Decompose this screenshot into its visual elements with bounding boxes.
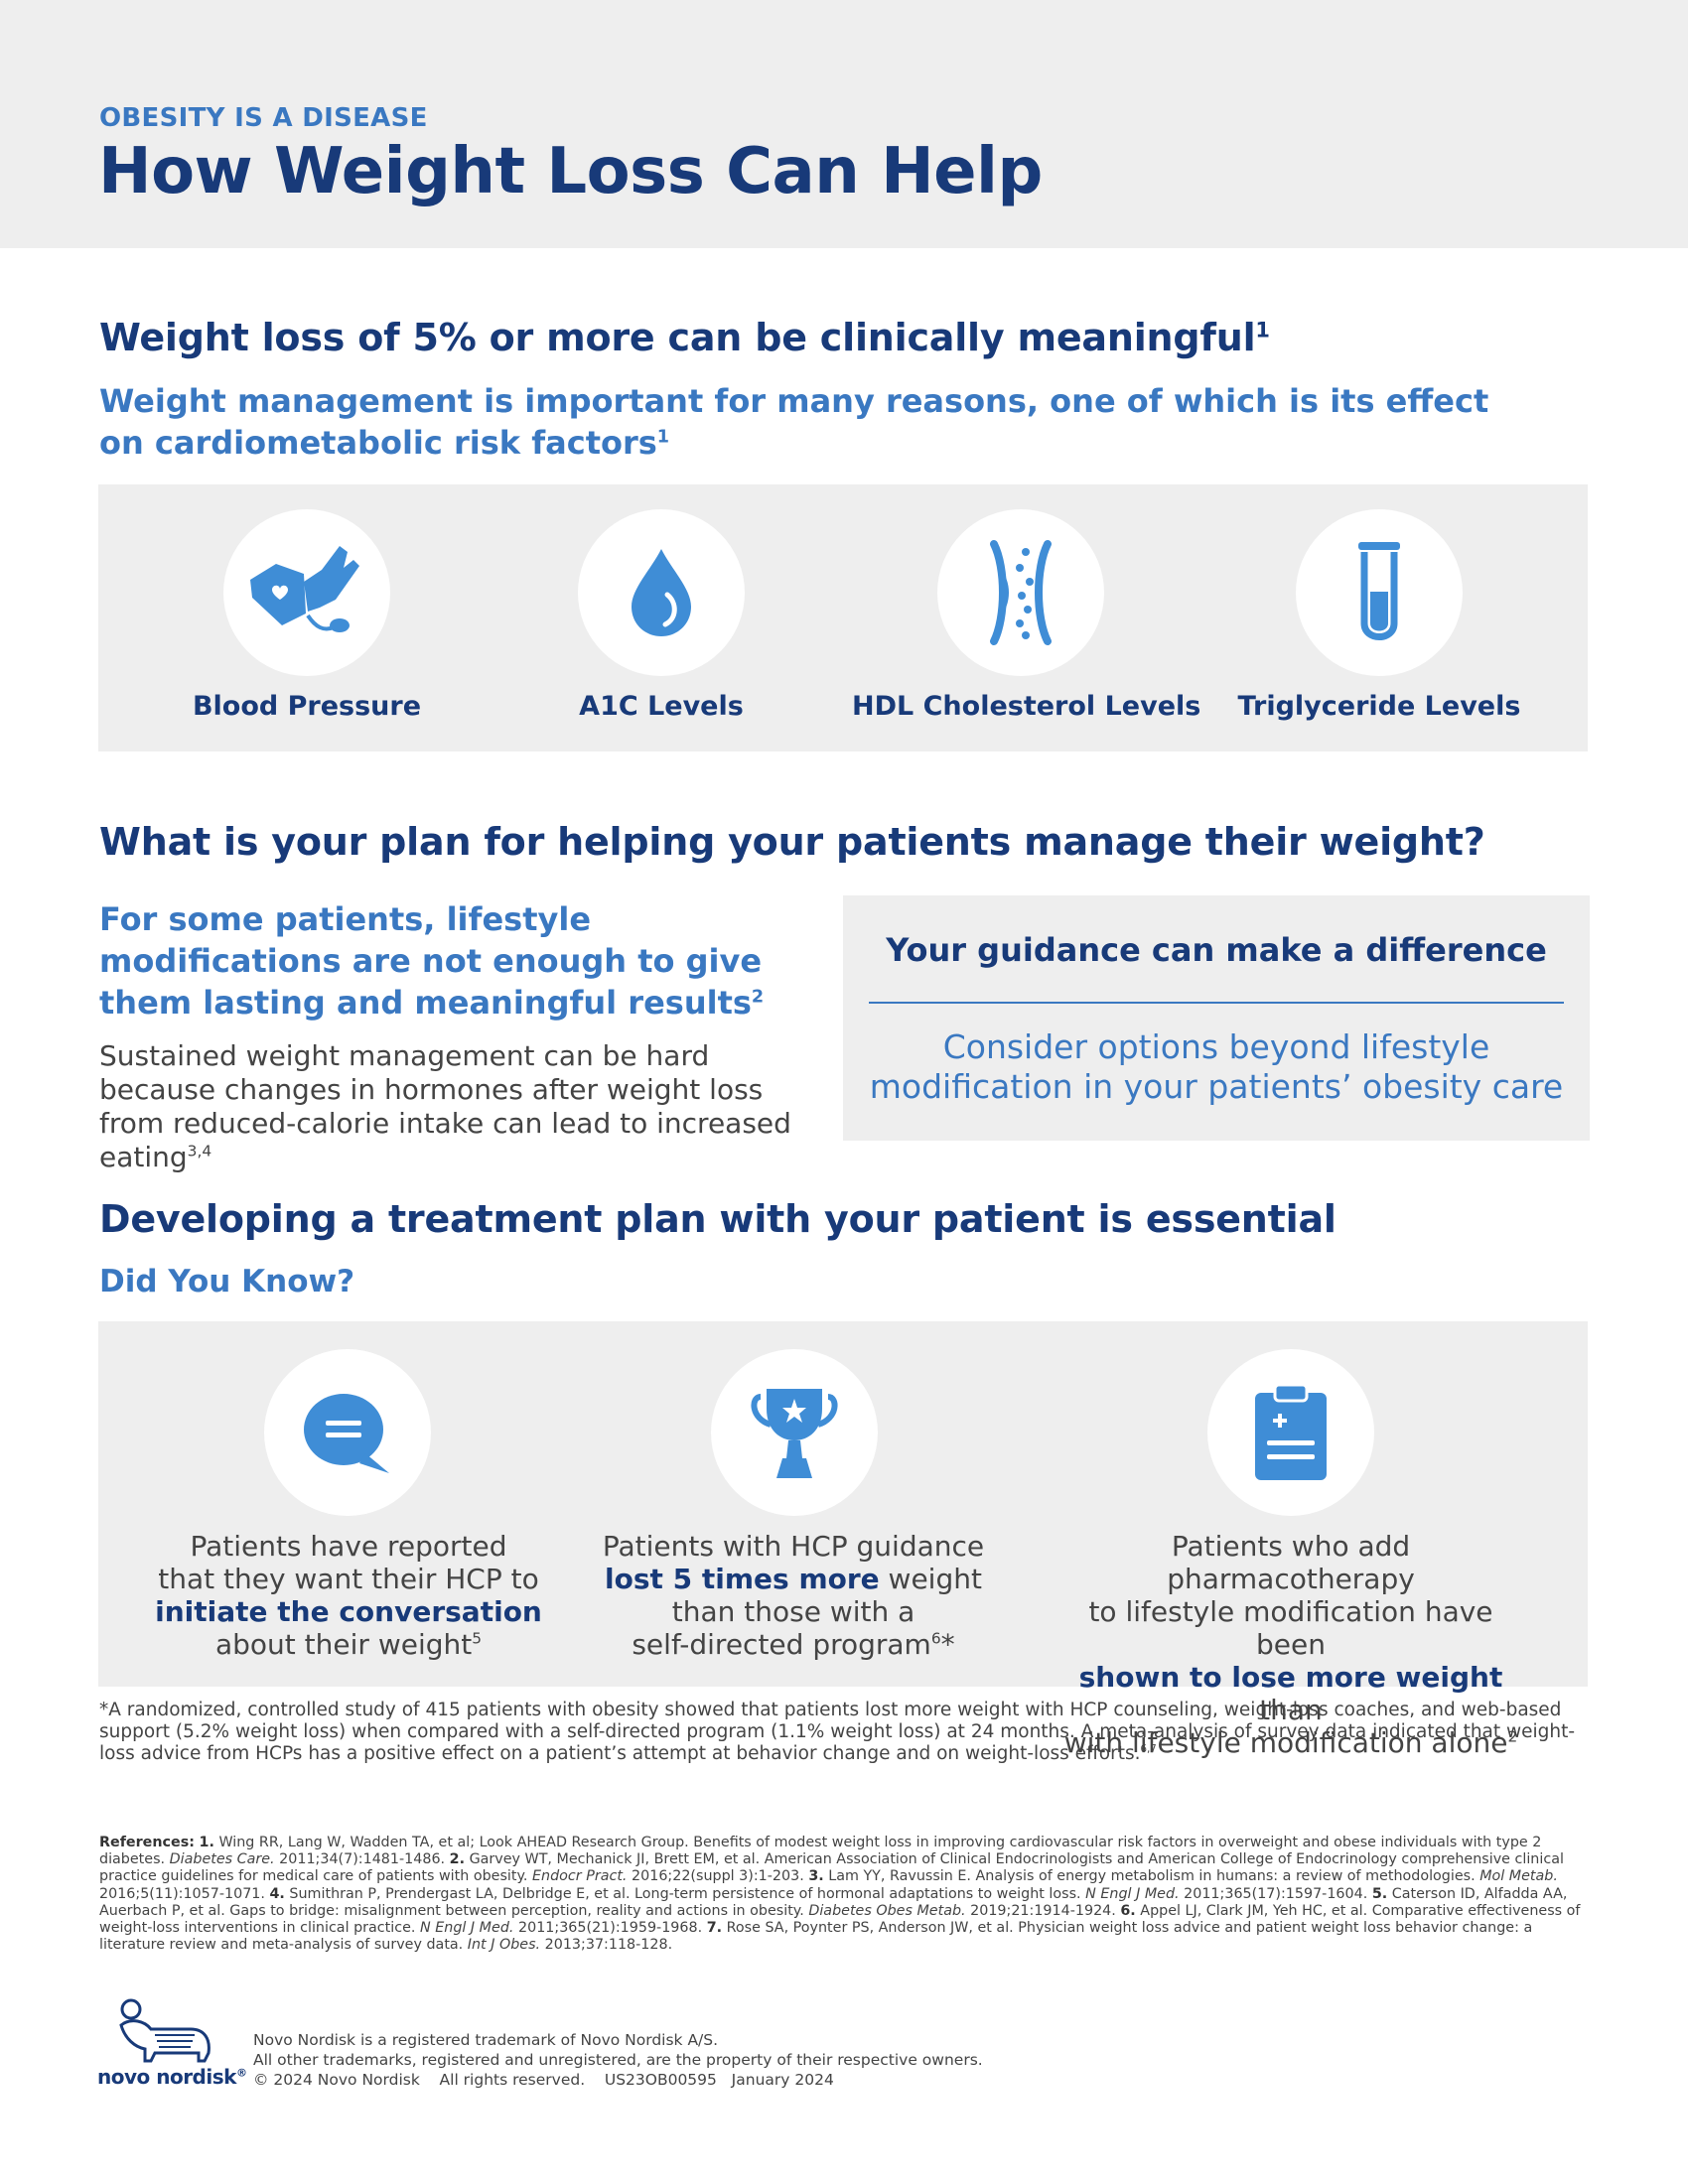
section3-heading: Developing a treatment plan with your pa… (99, 1197, 1336, 1241)
header-band (0, 0, 1688, 248)
section2-body: Sustained weight management can be hard … (99, 1039, 791, 1173)
references: References: 1. Wing RR, Lang W, Wadden T… (99, 1835, 1589, 1954)
blood-drop-icon (632, 549, 691, 636)
references-label: References: (99, 1835, 195, 1850)
blood-pressure-cuff-icon (250, 546, 359, 632)
kicker: OBESITY IS A DISEASE (99, 103, 428, 133)
factor-label-blood-pressure: Blood Pressure (192, 691, 422, 722)
guidance-text: Consider options beyond lifestyle modifi… (869, 1027, 1564, 1106)
clipboard-circle (1207, 1349, 1374, 1516)
clipboard-icon (1255, 1383, 1327, 1480)
section1-heading: Weight loss of 5% or more can be clinica… (99, 316, 1270, 359)
factor-label-triglyceride: Triglyceride Levels (1237, 691, 1521, 722)
chat-bubble-icon (304, 1394, 389, 1473)
a1c-circle (578, 509, 745, 676)
factor-label-a1c: A1C Levels (579, 691, 744, 722)
chat-circle (264, 1349, 431, 1516)
ref-mark: 6,7 (1140, 1743, 1157, 1755)
guidance-title: Your guidance can make a difference (886, 931, 1547, 969)
dyk-text-conversation: Patients have reported that they want th… (155, 1530, 542, 1661)
test-tube-icon (1358, 542, 1400, 640)
trophy-icon (751, 1389, 838, 1478)
triglyceride-circle (1296, 509, 1463, 676)
section1-subheading: Weight management is important for many … (99, 382, 1489, 462)
reference-item: 6. Appel LJ, Clark JM, Yeh HC, et al. Co… (99, 1902, 1581, 1937)
footnote: *A randomized, controlled study of 415 p… (99, 1700, 1576, 1764)
section2-subheading: For some patients, lifestyle modificatio… (99, 900, 765, 1022)
reference-item: 2. Garvey WT, Mechanick JI, Brett EM, et… (99, 1851, 1564, 1885)
artery-cholesterol-icon (990, 540, 1052, 645)
ref-mark: 5 (472, 1629, 483, 1648)
ref-mark: 1 (1255, 318, 1270, 342)
guidance-callout: Your guidance can make a difference Cons… (843, 895, 1590, 1141)
blood-pressure-circle (223, 509, 390, 676)
novo-nordisk-logotype: novo nordisk® (97, 2065, 247, 2089)
reference-item: 1. Wing RR, Lang W, Wadden TA, et al; Lo… (99, 1835, 1542, 1868)
guidance-divider (869, 1002, 1564, 1004)
ref-mark: 1 (656, 427, 670, 448)
hdl-circle (937, 509, 1104, 676)
reference-item: 4. Sumithran P, Prendergast LA, Delbridg… (269, 1885, 1368, 1902)
apis-bull-logo (119, 1998, 211, 2063)
reference-item: 5. Caterson ID, Alfadda AA, Auerbach P, … (99, 1885, 1568, 1919)
legal-notice: Novo Nordisk is a registered trademark o… (253, 2031, 983, 2089)
reference-item: 7. Rose SA, Poynter PS, Anderson JW, et … (99, 1920, 1533, 1954)
trophy-circle (711, 1349, 878, 1516)
reference-item: 3. Lam YY, Ravussin E. Analysis of energ… (99, 1868, 1558, 1902)
ref-mark: 2 (1507, 1727, 1518, 1746)
ref-mark: 3,4 (187, 1142, 212, 1160)
dyk-text-pharmacotherapy: Patients who add pharmacotherapy to life… (1063, 1530, 1518, 1759)
section2-heading: What is your plan for helping your patie… (99, 820, 1485, 864)
dyk-text-hcp-guidance: Patients with HCP guidance lost 5 times … (602, 1530, 985, 1661)
page-title: How Weight Loss Can Help (98, 135, 1043, 208)
ref-mark: 6 (930, 1629, 941, 1648)
ref-mark: 2 (751, 987, 765, 1008)
section3-subheading: Did You Know? (99, 1264, 355, 1299)
factor-label-hdl: HDL Cholesterol Levels (852, 691, 1201, 722)
